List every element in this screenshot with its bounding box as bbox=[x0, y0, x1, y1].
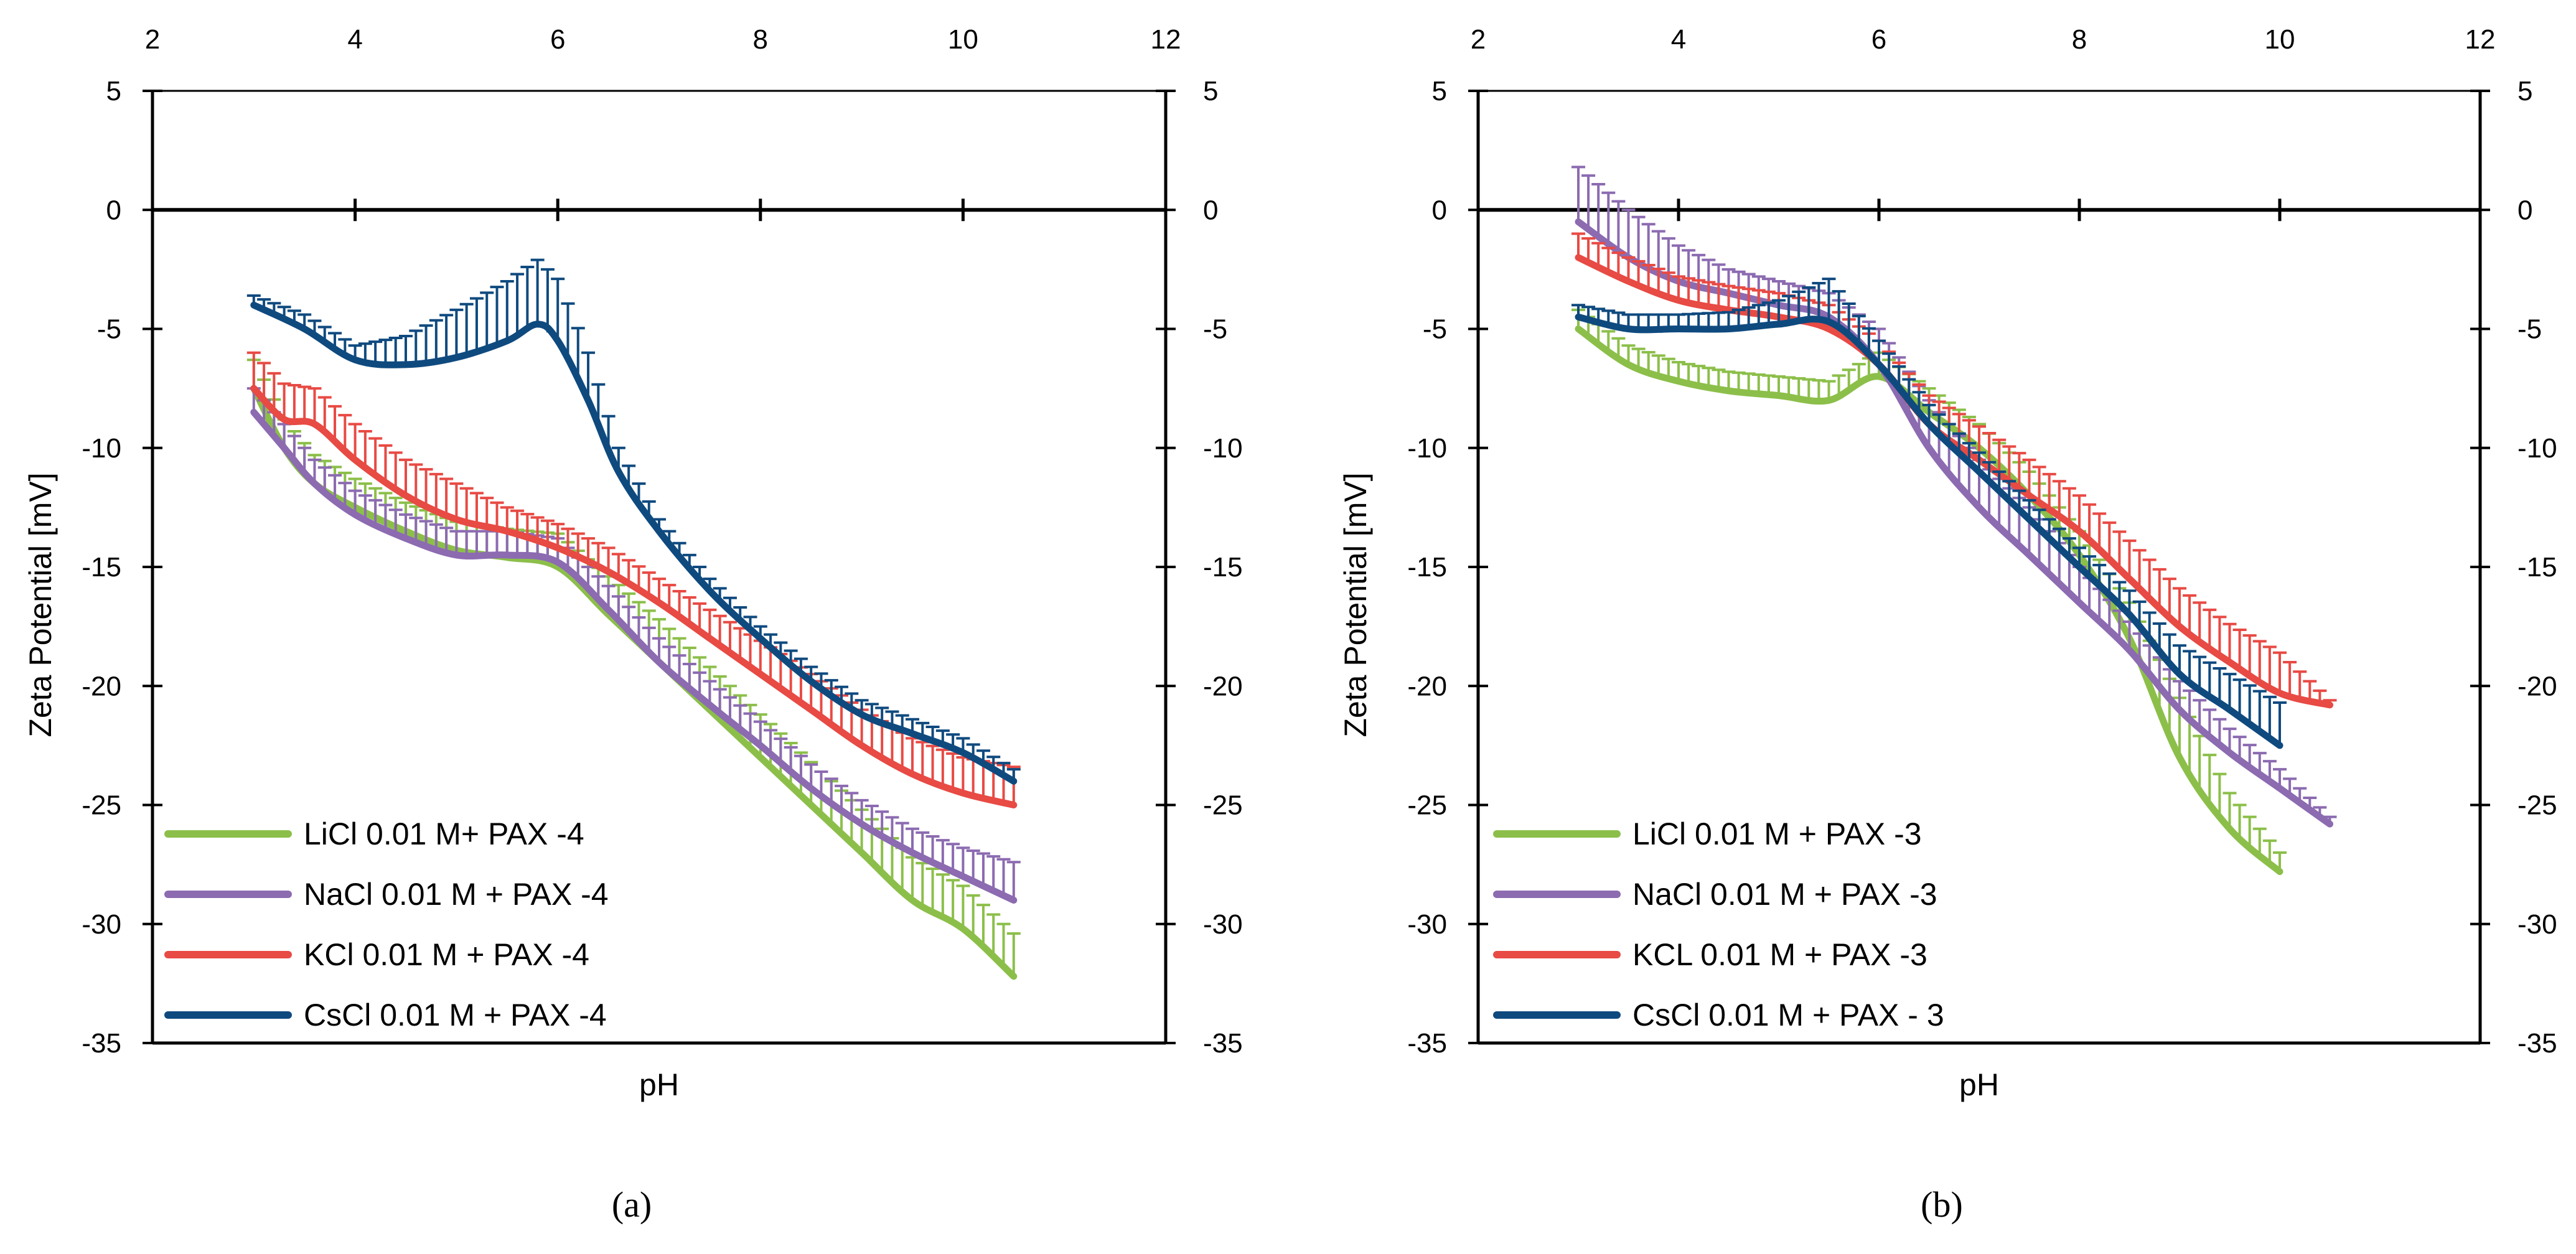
x-tick-label-a: 8 bbox=[753, 24, 768, 55]
y-tick-label-left-b: 0 bbox=[1432, 195, 1447, 225]
x-tick-label-b: 4 bbox=[1671, 24, 1686, 55]
y-tick-label-right-b: -30 bbox=[2517, 909, 2557, 940]
x-axis-title-a: pH bbox=[639, 1067, 679, 1102]
legend-label: KCL 0.01 M + PAX -3 bbox=[1632, 937, 1927, 972]
y-tick-label-left-a: -35 bbox=[82, 1028, 121, 1059]
x-tick-label-a: 6 bbox=[550, 24, 565, 55]
series-kcl-0-01-m-pax-3-b bbox=[1571, 232, 2337, 709]
plot-area-b: 2 4 6 8 10 12 5 5 0 0 -5 -5 -10 -10 -15 -15 -20 -20 -25 -25… bbox=[1407, 24, 2557, 1059]
y-tick-label-right-b: -25 bbox=[2517, 790, 2557, 821]
y-tick-label-left-a: -30 bbox=[82, 909, 121, 940]
y-tick-label-left-a: -5 bbox=[97, 314, 121, 345]
legend-label: KCl 0.01 M + PAX -4 bbox=[304, 937, 589, 972]
y-tick-label-right-b: -10 bbox=[2517, 433, 2557, 464]
y-tick-label-left-b: -15 bbox=[1407, 552, 1447, 583]
series-kcl-0-01-m-pax-4-a bbox=[246, 351, 1021, 808]
y-tick-label-right-a: 5 bbox=[1203, 76, 1218, 106]
y-tick-label-left-a: -20 bbox=[82, 671, 121, 701]
x-tick-label-b: 10 bbox=[2265, 24, 2295, 55]
y-tick-label-left-a: -25 bbox=[82, 790, 121, 821]
y-tick-label-right-b: 0 bbox=[2517, 195, 2532, 225]
y-tick-label-left-b: -10 bbox=[1407, 433, 1447, 464]
y-tick-label-right-b: -15 bbox=[2517, 552, 2557, 583]
y-tick-label-left-b: 5 bbox=[1432, 76, 1447, 106]
y-tick-label-left-b: -25 bbox=[1407, 790, 1447, 821]
x-tick-label-a: 10 bbox=[948, 24, 978, 55]
x-tick-label-b: 6 bbox=[1871, 24, 1886, 55]
y-axis-title-b: Zeta Potential [mV] bbox=[1338, 472, 1373, 737]
legend-label: LiCl 0.01 M + PAX -3 bbox=[1632, 817, 1922, 851]
series-cscl-0-01-m-pax-4-a bbox=[246, 258, 1021, 785]
y-tick-label-left-a: 5 bbox=[106, 76, 121, 106]
x-tick-label-a: 4 bbox=[347, 24, 362, 55]
y-tick-label-left-b: -20 bbox=[1407, 671, 1447, 701]
y-axis-title-a: Zeta Potential [mV] bbox=[23, 472, 58, 737]
series-nacl-0-01-m-pax-3-b bbox=[1571, 166, 2337, 828]
y-tick-label-right-b: -20 bbox=[2517, 671, 2557, 701]
series-line bbox=[250, 385, 1018, 808]
panel-label-a: (a) bbox=[612, 1184, 652, 1225]
chart-panel-b: 2 4 6 8 10 12 5 5 0 0 -5 -5 -10 -10 -15 -15 -20 -20 -25 -25… bbox=[1338, 24, 2557, 1225]
panel-label-b: (b) bbox=[1921, 1184, 1963, 1225]
legend-label: CsCl 0.01 M + PAX -4 bbox=[304, 998, 607, 1032]
plot-area-a: 2 4 6 8 10 12 5 5 0 0 -5 -5 -10 -10 -15 -15 -20 -20 -25 -25… bbox=[82, 24, 1242, 1059]
y-tick-label-left-b: -30 bbox=[1407, 909, 1447, 940]
legend-a: LiCl 0.01 M+ PAX -4 NaCl 0.01 M + PAX -4 K… bbox=[164, 817, 609, 1032]
y-tick-label-left-a: -10 bbox=[82, 433, 121, 464]
y-tick-label-right-a: -30 bbox=[1203, 909, 1243, 940]
y-tick-label-right-a: -15 bbox=[1203, 552, 1243, 583]
x-tick-label-b: 8 bbox=[2072, 24, 2087, 55]
y-tick-label-right-a: -25 bbox=[1203, 790, 1243, 821]
y-tick-label-right-a: -5 bbox=[1203, 314, 1227, 345]
series-line bbox=[250, 301, 1018, 785]
y-tick-label-right-a: -20 bbox=[1203, 671, 1243, 701]
chart-panel-a: 2 4 6 8 10 12 5 5 0 0 -5 -5 -10 -10 -15 -15 -20 -20 -25 -25… bbox=[23, 24, 1243, 1225]
legend-label: CsCl 0.01 M + PAX - 3 bbox=[1632, 998, 1944, 1032]
y-tick-label-left-b: -35 bbox=[1407, 1028, 1447, 1059]
x-tick-label-b: 12 bbox=[2465, 24, 2496, 55]
y-tick-label-left-b: -5 bbox=[1423, 314, 1447, 345]
series-line bbox=[1575, 254, 2333, 709]
series-cscl-0-01-m-pax-3-b bbox=[1571, 278, 2287, 749]
legend-label: NaCl 0.01 M + PAX -3 bbox=[1632, 877, 1937, 912]
legend-b: LiCl 0.01 M + PAX -3 NaCl 0.01 M + PAX -3… bbox=[1493, 817, 1944, 1032]
y-tick-label-right-b: -35 bbox=[2517, 1028, 2557, 1059]
y-tick-label-right-a: -10 bbox=[1203, 433, 1243, 464]
series-line bbox=[1575, 218, 2333, 828]
legend-label: LiCl 0.01 M+ PAX -4 bbox=[304, 817, 584, 851]
y-tick-label-right-b: 5 bbox=[2517, 76, 2532, 106]
series-line bbox=[250, 408, 1018, 904]
x-tick-label-a: 2 bbox=[145, 24, 160, 55]
y-tick-label-right-a: -35 bbox=[1203, 1028, 1243, 1059]
y-tick-label-left-a: 0 bbox=[106, 195, 121, 225]
legend-label: NaCl 0.01 M + PAX -4 bbox=[304, 877, 609, 912]
series-line bbox=[1575, 313, 2283, 749]
y-tick-label-right-b: -5 bbox=[2517, 314, 2542, 345]
y-tick-label-left-a: -15 bbox=[82, 552, 121, 583]
x-tick-label-a: 12 bbox=[1151, 24, 1181, 55]
x-axis-title-b: pH bbox=[1959, 1067, 1999, 1102]
x-tick-label-b: 2 bbox=[1471, 24, 1486, 55]
y-tick-label-right-a: 0 bbox=[1203, 195, 1218, 225]
